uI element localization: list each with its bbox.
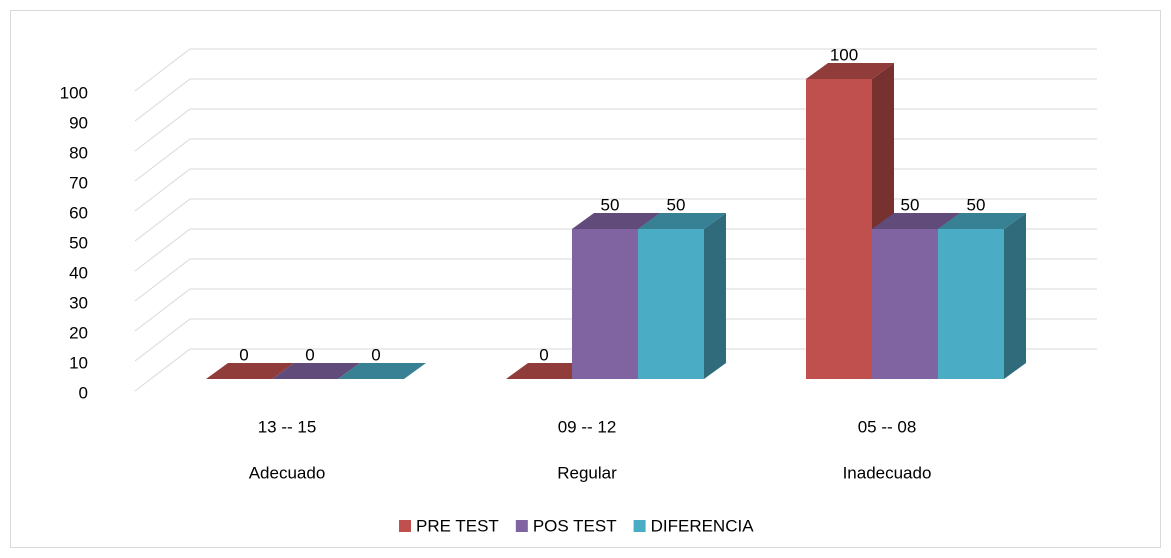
bar-side: [1004, 213, 1026, 379]
legend-label: DIFERENCIA: [651, 516, 755, 535]
grid-line: [134, 228, 1097, 272]
bar-top: [338, 363, 426, 379]
grid-line: [134, 198, 1097, 242]
bar-top: [638, 213, 726, 229]
grid-line: [134, 168, 1097, 212]
value-label: 0: [305, 345, 314, 364]
y-tick-label: 20: [69, 323, 88, 342]
y-tick-label: 50: [69, 233, 88, 252]
y-tick-label: 60: [69, 203, 88, 222]
y-tick-label: 90: [69, 113, 88, 132]
bar-side: [704, 213, 726, 379]
grid-line: [134, 78, 1097, 122]
value-label: 100: [830, 45, 858, 64]
value-label: 0: [239, 345, 248, 364]
value-label: 0: [539, 345, 548, 364]
bar-top: [572, 213, 660, 229]
bar-top: [206, 363, 294, 379]
x-tick-label: 09 -- 12: [558, 417, 617, 436]
legend-label: POS TEST: [533, 516, 617, 535]
value-label: 0: [371, 345, 380, 364]
y-tick-label: 10: [69, 353, 88, 372]
legend-label: PRE TEST: [416, 516, 499, 535]
y-tick-label: 0: [79, 383, 88, 402]
bar: [938, 229, 1004, 379]
bar-top: [872, 213, 960, 229]
value-label: 50: [901, 195, 920, 214]
grid-line: [134, 48, 1097, 92]
value-label: 50: [667, 195, 686, 214]
x-group-label: Adecuado: [249, 463, 326, 482]
bar-top: [272, 363, 360, 379]
bar: [638, 229, 704, 379]
bar-top: [938, 213, 1026, 229]
x-group-label: Inadecuado: [843, 463, 932, 482]
y-tick-label: 80: [69, 143, 88, 162]
grid-line: [134, 258, 1097, 302]
grid-line: [134, 138, 1097, 182]
bar: [806, 79, 872, 379]
value-label: 50: [601, 195, 620, 214]
grid-line: [134, 108, 1097, 152]
y-tick-label: 30: [69, 293, 88, 312]
bar: [872, 229, 938, 379]
legend-swatch: [633, 520, 646, 532]
y-tick-label: 70: [69, 173, 88, 192]
grid-line: [134, 318, 1097, 362]
grid-line: [134, 348, 1097, 392]
value-label: 50: [967, 195, 986, 214]
bar-top: [806, 63, 894, 79]
y-tick-label: 100: [60, 83, 88, 102]
bar: [572, 229, 638, 379]
x-group-label: Regular: [557, 463, 617, 482]
legend-swatch: [515, 520, 528, 532]
legend-swatch: [399, 520, 411, 532]
y-tick-label: 40: [69, 263, 88, 282]
x-tick-label: 05 -- 08: [858, 417, 917, 436]
x-tick-label: 13 -- 15: [258, 417, 317, 436]
grid-line: [134, 288, 1097, 332]
